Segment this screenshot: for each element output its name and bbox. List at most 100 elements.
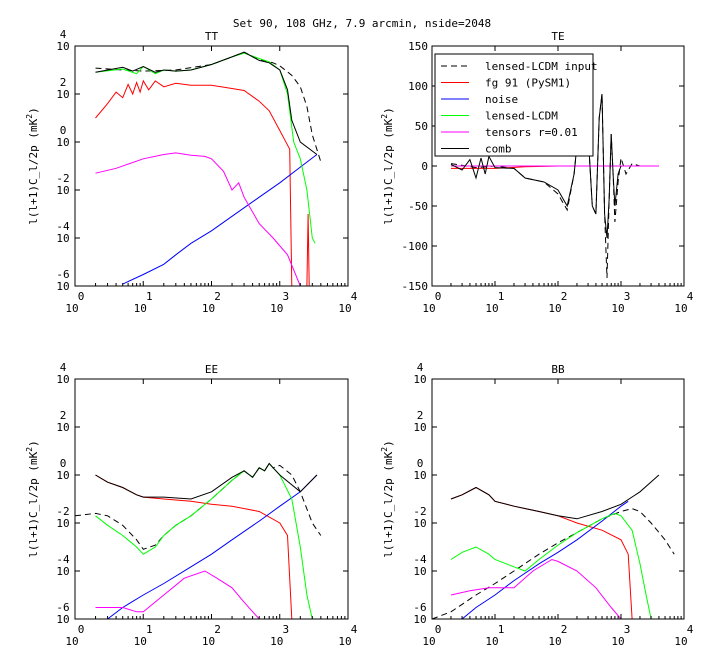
- y-tick-exponent: -4: [56, 553, 70, 566]
- y-tick-exponent: 4: [60, 28, 67, 41]
- legend-box: [434, 53, 594, 157]
- y-tick-label: 10: [413, 565, 426, 578]
- y-tick-label: 10: [413, 373, 426, 386]
- x-tick-label: 10: [611, 302, 624, 315]
- series-lensed-input: [75, 462, 322, 550]
- series-comb: [450, 474, 660, 520]
- y-tick-exponent: 4: [417, 361, 424, 374]
- x-tick-exponent: 0: [78, 290, 85, 303]
- panel-title: BB: [551, 363, 565, 376]
- y-tick-exponent: -4: [56, 220, 70, 233]
- y-tick-exponent: -2: [413, 505, 426, 518]
- series-lensed-input: [95, 51, 322, 162]
- y-tick-label: 100: [408, 80, 428, 93]
- x-tick-label: 10: [202, 635, 215, 648]
- y-tick-label: 10: [56, 373, 69, 386]
- y-tick-exponent: -2: [56, 505, 69, 518]
- figure-title: Set 90, 108 GHz, 7.9 arcmin, nside=2048: [233, 17, 491, 30]
- x-tick-label: 10: [270, 302, 283, 315]
- x-tick-exponent: 0: [78, 623, 85, 636]
- y-tick-label: 10: [56, 469, 69, 482]
- y-tick-exponent: -6: [56, 601, 69, 614]
- x-tick-label: 10: [338, 302, 351, 315]
- y-tick-label: 10: [56, 421, 69, 434]
- x-tick-exponent: 4: [351, 623, 358, 636]
- x-tick-label: 10: [65, 635, 78, 648]
- x-tick-label: 10: [485, 302, 498, 315]
- x-tick-label: 10: [202, 302, 215, 315]
- y-tick-label: 10: [56, 280, 69, 293]
- x-tick-label: 10: [338, 635, 351, 648]
- panel-tt: TT10010110210310410-610-410-2100102104l(…: [25, 28, 358, 315]
- x-tick-exponent: 2: [214, 623, 221, 636]
- legend-label: lensed-LCDM input: [485, 60, 598, 73]
- series-group: [432, 474, 675, 619]
- y-tick-label: 10: [56, 517, 69, 530]
- series-lensed: [450, 512, 652, 619]
- y-tick-label: 10: [413, 469, 426, 482]
- y-tick-exponent: -6: [413, 601, 426, 614]
- panel-bb: BB10010110210310410-610-410-2100102104l(…: [380, 361, 694, 648]
- x-tick-label: 10: [611, 635, 624, 648]
- x-tick-label: 10: [548, 635, 561, 648]
- x-tick-label: 10: [134, 302, 147, 315]
- series-lensed: [95, 462, 313, 619]
- y-tick-exponent: -6: [56, 268, 69, 281]
- y-tick-label: 10: [413, 517, 426, 530]
- legend-label: noise: [485, 93, 518, 106]
- y-tick-label: 10: [56, 40, 69, 53]
- series-comb: [95, 51, 318, 155]
- series-group: [75, 462, 322, 619]
- y-tick-label: 10: [56, 232, 69, 245]
- x-tick-exponent: 1: [146, 290, 153, 303]
- series-group: [450, 61, 659, 279]
- x-tick-exponent: 4: [687, 623, 694, 636]
- x-tick-exponent: 3: [282, 290, 289, 303]
- legend-label: comb: [485, 143, 512, 156]
- legend-label: lensed-LCDM: [485, 110, 558, 123]
- y-tick-label: 10: [56, 565, 69, 578]
- y-tick-exponent: 2: [60, 76, 67, 89]
- y-tick-label: -50: [408, 200, 428, 213]
- y-tick-label: 10: [413, 421, 426, 434]
- y-axis-label: l(l+1)C_l/2p (mK2): [25, 440, 40, 557]
- y-tick-label: 10: [56, 136, 69, 149]
- y-tick-exponent: 0: [60, 124, 67, 137]
- x-tick-exponent: 0: [435, 623, 442, 636]
- series-tensors: [95, 152, 301, 286]
- y-tick-label: 50: [415, 120, 428, 133]
- y-tick-label: 150: [408, 40, 428, 53]
- x-tick-label: 10: [65, 302, 78, 315]
- axes-frame: [431, 378, 685, 620]
- panel-title: TE: [551, 30, 564, 43]
- x-tick-exponent: 3: [282, 623, 289, 636]
- y-tick-label: 10: [413, 613, 426, 626]
- x-tick-exponent: 0: [435, 290, 442, 303]
- y-tick-label: -150: [402, 280, 429, 293]
- y-tick-exponent: 0: [417, 457, 424, 470]
- y-tick-exponent: 4: [60, 361, 67, 374]
- x-tick-exponent: 4: [687, 290, 694, 303]
- series-tensors: [450, 558, 622, 619]
- series-tensors: [95, 570, 260, 619]
- y-tick-label: 10: [56, 613, 69, 626]
- panel-te: TE100101102103104-150-100-50050100150l(l…: [380, 30, 694, 315]
- y-tick-label: -100: [402, 240, 429, 253]
- x-tick-exponent: 1: [146, 623, 153, 636]
- series-lensed-input: [432, 508, 675, 619]
- x-tick-label: 10: [674, 302, 687, 315]
- x-tick-label: 10: [422, 635, 435, 648]
- y-tick-exponent: 2: [417, 409, 424, 422]
- y-axis-label: l(l+1)C_l/2p (mK2): [25, 107, 40, 224]
- x-tick-exponent: 1: [498, 623, 505, 636]
- x-tick-exponent: 3: [624, 623, 631, 636]
- x-tick-exponent: 2: [561, 290, 568, 303]
- x-tick-exponent: 4: [351, 290, 358, 303]
- x-tick-label: 10: [548, 302, 561, 315]
- y-axis-label: l(l+1)C_l/2p (mK2): [380, 440, 395, 557]
- x-tick-exponent: 3: [624, 290, 631, 303]
- y-axis-label: l(l+1)C_l/2p (mK2): [380, 107, 395, 224]
- x-tick-label: 10: [422, 302, 435, 315]
- series-noise: [107, 474, 318, 619]
